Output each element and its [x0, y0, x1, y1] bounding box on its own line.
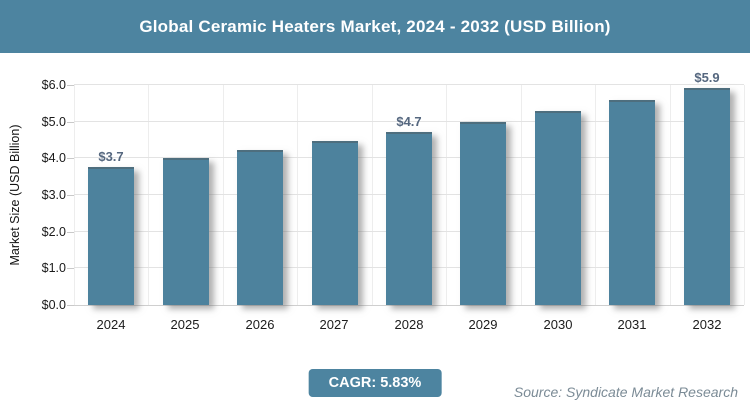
bar-2028 [386, 132, 432, 305]
vertical-gridline [521, 85, 522, 305]
bar-2025 [163, 158, 209, 305]
vertical-gridline [148, 85, 149, 305]
x-tick-label: 2031 [617, 317, 647, 332]
plot-area [74, 84, 745, 306]
source-credit: Source: Syndicate Market Research [513, 384, 738, 400]
vertical-gridline [595, 85, 596, 305]
y-tick-label: $4.0 [41, 151, 66, 165]
bar-2024 [88, 167, 134, 305]
horizontal-gridline [74, 84, 744, 85]
bar-value-label: $5.9 [694, 70, 720, 85]
y-tick-mark [67, 85, 74, 86]
x-tick-label: 2026 [245, 317, 275, 332]
x-tick-label: 2029 [468, 317, 498, 332]
y-tick-mark [67, 305, 74, 306]
bar-value-label: $4.7 [396, 114, 422, 129]
chart-title: Global Ceramic Heaters Market, 2024 - 20… [139, 16, 611, 36]
bar-2027 [312, 141, 358, 305]
horizontal-gridline [74, 305, 744, 306]
vertical-gridline [446, 85, 447, 305]
y-tick-label: $6.0 [41, 78, 66, 92]
bar-value-label: $3.7 [98, 149, 124, 164]
bar-2029 [460, 122, 506, 305]
y-tick-label: $2.0 [41, 225, 66, 239]
y-tick-mark [67, 195, 74, 196]
horizontal-gridline [74, 121, 744, 122]
y-tick-mark [67, 268, 74, 269]
x-tick-label: 2025 [170, 317, 200, 332]
vertical-gridline [74, 85, 75, 305]
vertical-gridline [223, 85, 224, 305]
cagr-label: CAGR: 5.83% [328, 375, 422, 391]
y-tick-label: $1.0 [41, 261, 66, 275]
y-tick-label: $0.0 [41, 298, 66, 312]
x-tick-label: 2027 [319, 317, 349, 332]
y-tick-mark [67, 122, 74, 123]
cagr-badge: CAGR: 5.83% [308, 369, 442, 397]
y-tick-label: $3.0 [41, 188, 66, 202]
bar-2030 [535, 111, 581, 305]
bar-2031 [609, 100, 655, 305]
vertical-gridline [744, 85, 745, 305]
x-tick-label: 2024 [96, 317, 126, 332]
bar-2026 [237, 150, 283, 305]
vertical-gridline [670, 85, 671, 305]
bar-2032 [684, 88, 730, 305]
x-tick-label: 2030 [543, 317, 573, 332]
vertical-gridline [297, 85, 298, 305]
y-tick-mark [67, 232, 74, 233]
x-tick-label: 2028 [394, 317, 424, 332]
x-tick-label: 2032 [692, 317, 722, 332]
chart-title-bar: Global Ceramic Heaters Market, 2024 - 20… [0, 0, 750, 53]
y-tick-label: $5.0 [41, 115, 66, 129]
y-tick-mark [67, 158, 74, 159]
vertical-gridline [372, 85, 373, 305]
